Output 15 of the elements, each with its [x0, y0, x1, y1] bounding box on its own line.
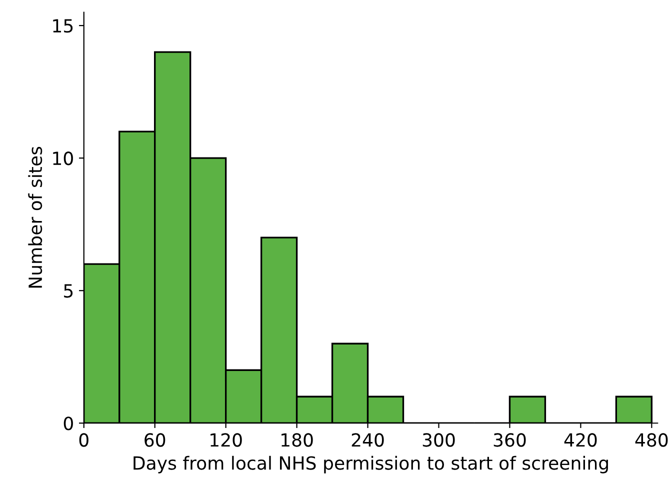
y-tick-label: 10	[53, 152, 73, 166]
y-tick-label: 15	[53, 19, 73, 33]
x-tick-label: 240	[352, 433, 384, 447]
x-tick-label: 0	[79, 433, 88, 447]
x-axis-title: Days from local NHS permission to start of screening	[134, 456, 608, 474]
x-tick-label: 120	[210, 433, 242, 447]
x-tick-label: 360	[494, 433, 526, 447]
y-axis-title: Number of sites	[28, 146, 42, 288]
y-tick-label: 5	[64, 284, 73, 298]
x-tick-label: 480	[635, 433, 668, 447]
x-tick-label: 180	[282, 433, 313, 447]
x-tick-label: 300	[422, 433, 455, 447]
x-tick-label: 60	[144, 433, 166, 447]
x-tick-label: 420	[564, 433, 597, 447]
y-tick-label: 0	[64, 416, 73, 430]
